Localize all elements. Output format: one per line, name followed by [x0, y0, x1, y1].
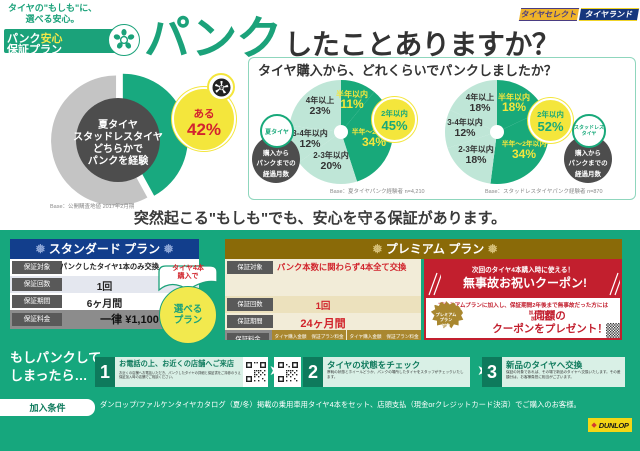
svg-text:4年以上: 4年以上 — [306, 95, 334, 105]
svg-text:18%: 18% — [465, 154, 487, 166]
svg-text:11%: 11% — [340, 97, 364, 111]
svg-text:2-3年以内: 2-3年以内 — [458, 144, 494, 154]
svg-text:23%: 23% — [309, 105, 331, 117]
svg-text:3-4年以内: 3-4年以内 — [292, 128, 328, 138]
svg-text:20%: 20% — [320, 160, 342, 172]
svg-text:12%: 12% — [299, 138, 321, 150]
svg-text:18%: 18% — [502, 100, 526, 114]
svg-text:3-4年以内: 3-4年以内 — [447, 117, 483, 127]
svg-text:4年以上: 4年以上 — [466, 92, 494, 102]
svg-text:18%: 18% — [469, 102, 491, 114]
svg-text:34%: 34% — [512, 147, 536, 161]
svg-text:2-3年以内: 2-3年以内 — [313, 150, 349, 160]
svg-text:12%: 12% — [454, 127, 476, 139]
